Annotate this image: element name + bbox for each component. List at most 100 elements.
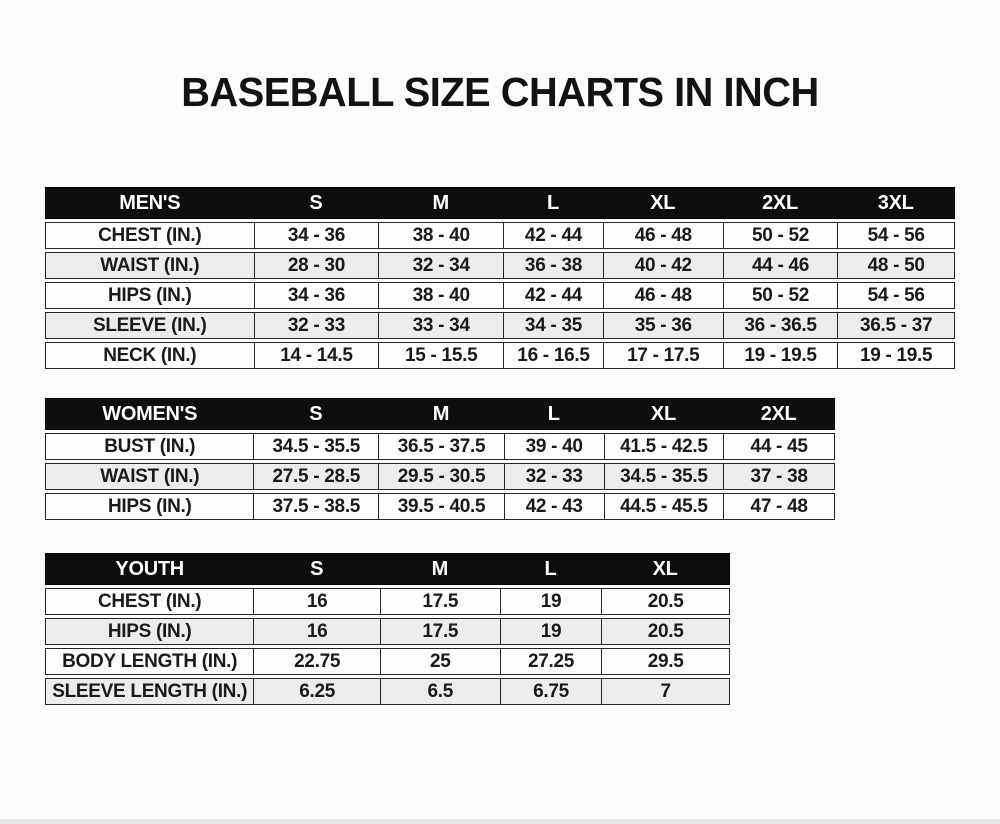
womens-size-value: 32 - 33: [503, 464, 604, 489]
youth-size-value: 16: [253, 589, 380, 614]
youth-size-value: 6.75: [499, 679, 602, 704]
youth-size-value: 7: [601, 679, 729, 704]
mens-size-value: 44 - 46: [722, 253, 838, 278]
womens-size-column-header: XL: [650, 402, 676, 425]
womens-size-value: 27.5 - 28.5: [253, 464, 378, 489]
womens-row-label: WAIST (IN.): [100, 465, 200, 487]
youth-row-label: BODY LENGTH (IN.): [62, 650, 238, 672]
mens-size-value: 42 - 44: [503, 223, 603, 248]
womens-size-value: 34.5 - 35.5: [603, 464, 724, 489]
mens-size-value: 33 - 34: [378, 313, 503, 338]
mens-size-value: 54 - 56: [837, 223, 954, 248]
youth-size-column-header: M: [431, 557, 449, 580]
youth-size-value: 29.5: [601, 649, 729, 674]
womens-size-column-header: S: [309, 402, 323, 425]
mens-size-value: 38 - 40: [378, 223, 503, 248]
womens-size-value: 34.5 - 35.5: [253, 434, 378, 459]
mens-size-value: 36.5 - 37: [837, 313, 954, 338]
mens-size-value: 36 - 36.5: [722, 313, 838, 338]
mens-size-value: 19 - 19.5: [722, 343, 838, 368]
mens-size-value: 19 - 19.5: [837, 343, 954, 368]
womens-size-column-header: 2XL: [760, 402, 797, 425]
youth-size-table: YOUTH S M L XL CHEST (IN.) 16 17.5 19 20.5 HIPS (I…: [45, 553, 730, 705]
mens-size-value: 48 - 50: [837, 253, 954, 278]
womens-size-value: 41.5 - 42.5: [603, 434, 724, 459]
mens-size-table: MEN'S S M L XL 2XL 3XL CHEST (IN.) 34 - 36 38 - 4…: [45, 187, 955, 369]
mens-table-row: WAIST (IN.) 28 - 30 32 - 34 36 - 38 40 - 42 4…: [45, 252, 955, 279]
mens-size-value: 36 - 38: [503, 253, 603, 278]
mens-size-value: 46 - 48: [602, 283, 723, 308]
womens-size-table: WOMEN'S S M L XL 2XL BUST (IN.) 34.5 - 35.5 36.5…: [45, 398, 835, 520]
mens-size-value: 38 - 40: [378, 283, 503, 308]
page-title: BASEBALL SIZE CHARTS IN INCH: [181, 69, 819, 115]
youth-size-value: 20.5: [601, 619, 729, 644]
mens-size-value: 34 - 35: [503, 313, 603, 338]
youth-table-row: HIPS (IN.) 16 17.5 19 20.5: [45, 618, 730, 645]
womens-size-column-header: M: [432, 402, 450, 425]
mens-size-value: 42 - 44: [503, 283, 603, 308]
mens-table-row: CHEST (IN.) 34 - 36 38 - 40 42 - 44 46 - 48 5…: [45, 222, 955, 249]
youth-size-value: 17.5: [379, 589, 500, 614]
youth-size-column-header: S: [310, 557, 324, 580]
size-tables-container: MEN'S S M L XL 2XL 3XL CHEST (IN.) 34 - 36 38 - 4…: [45, 187, 1000, 705]
womens-table-row: HIPS (IN.) 37.5 - 38.5 39.5 - 40.5 42 - 43 4…: [45, 493, 835, 520]
womens-header-row: WOMEN'S S M L XL 2XL: [45, 398, 835, 430]
mens-size-value: 54 - 56: [837, 283, 954, 308]
mens-row-label: SLEEVE (IN.): [92, 314, 207, 336]
womens-group-label: WOMEN'S: [102, 402, 198, 425]
mens-size-column-header: 2XL: [762, 191, 798, 214]
mens-size-value: 50 - 52: [722, 283, 838, 308]
mens-size-value: 17 - 17.5: [602, 343, 723, 368]
youth-size-value: 17.5: [379, 619, 500, 644]
womens-size-value: 39 - 40: [503, 434, 604, 459]
womens-row-label: HIPS (IN.): [107, 495, 192, 517]
mens-table-row: HIPS (IN.) 34 - 36 38 - 40 42 - 44 46 - 48 50…: [45, 282, 955, 309]
youth-size-value: 19: [499, 619, 602, 644]
mens-size-column-header: M: [432, 191, 450, 214]
mens-size-value: 34 - 36: [253, 223, 379, 248]
youth-size-value: 27.25: [499, 649, 602, 674]
womens-size-value: 44 - 45: [723, 434, 834, 459]
womens-table-row: BUST (IN.) 34.5 - 35.5 36.5 - 37.5 39 - 40 4…: [45, 433, 835, 460]
mens-row-label: CHEST (IN.): [98, 224, 202, 246]
womens-size-value: 29.5 - 30.5: [378, 464, 504, 489]
youth-group-label: YOUTH: [115, 557, 184, 580]
mens-size-value: 16 - 16.5: [503, 343, 603, 368]
mens-size-column-header: S: [309, 191, 323, 214]
size-chart-page: { "title": "BASEBALL SIZE CHARTS IN INCH…: [0, 72, 1000, 824]
womens-size-value: 37.5 - 38.5: [253, 494, 378, 519]
womens-size-value: 44.5 - 45.5: [603, 494, 724, 519]
youth-size-value: 22.75: [253, 649, 380, 674]
womens-size-value: 47 - 48: [723, 494, 834, 519]
womens-size-value: 36.5 - 37.5: [378, 434, 504, 459]
mens-size-value: 14 - 14.5: [253, 343, 379, 368]
mens-size-column-header: XL: [650, 191, 676, 214]
mens-size-value: 34 - 36: [253, 283, 379, 308]
youth-size-value: 19: [499, 589, 602, 614]
mens-size-value: 46 - 48: [602, 223, 723, 248]
womens-size-column-header: L: [547, 402, 560, 425]
mens-size-column-header: L: [546, 191, 559, 214]
mens-size-value: 28 - 30: [253, 253, 379, 278]
mens-size-value: 32 - 34: [378, 253, 503, 278]
womens-size-value: 39.5 - 40.5: [378, 494, 504, 519]
youth-size-value: 6.5: [379, 679, 500, 704]
youth-size-value: 16: [253, 619, 380, 644]
mens-row-label: HIPS (IN.): [108, 284, 192, 306]
page-bottom-strip: [0, 819, 1000, 824]
mens-header-row: MEN'S S M L XL 2XL 3XL: [45, 187, 955, 219]
youth-row-label: SLEEVE LENGTH (IN.): [52, 680, 248, 702]
mens-size-value: 32 - 33: [253, 313, 379, 338]
womens-size-value: 42 - 43: [503, 494, 604, 519]
womens-row-label: BUST (IN.): [104, 435, 196, 457]
womens-table-row: WAIST (IN.) 27.5 - 28.5 29.5 - 30.5 32 - 33…: [45, 463, 835, 490]
youth-table-row: CHEST (IN.) 16 17.5 19 20.5: [45, 588, 730, 615]
youth-header-row: YOUTH S M L XL: [45, 553, 730, 585]
mens-row-label: NECK (IN.): [103, 344, 197, 366]
womens-size-value: 37 - 38: [723, 464, 834, 489]
mens-size-column-header: 3XL: [877, 191, 914, 214]
youth-size-column-header: XL: [652, 557, 678, 580]
mens-size-value: 40 - 42: [602, 253, 723, 278]
mens-table-row: SLEEVE (IN.) 32 - 33 33 - 34 34 - 35 35 - 36…: [45, 312, 955, 339]
mens-size-value: 35 - 36: [602, 313, 723, 338]
